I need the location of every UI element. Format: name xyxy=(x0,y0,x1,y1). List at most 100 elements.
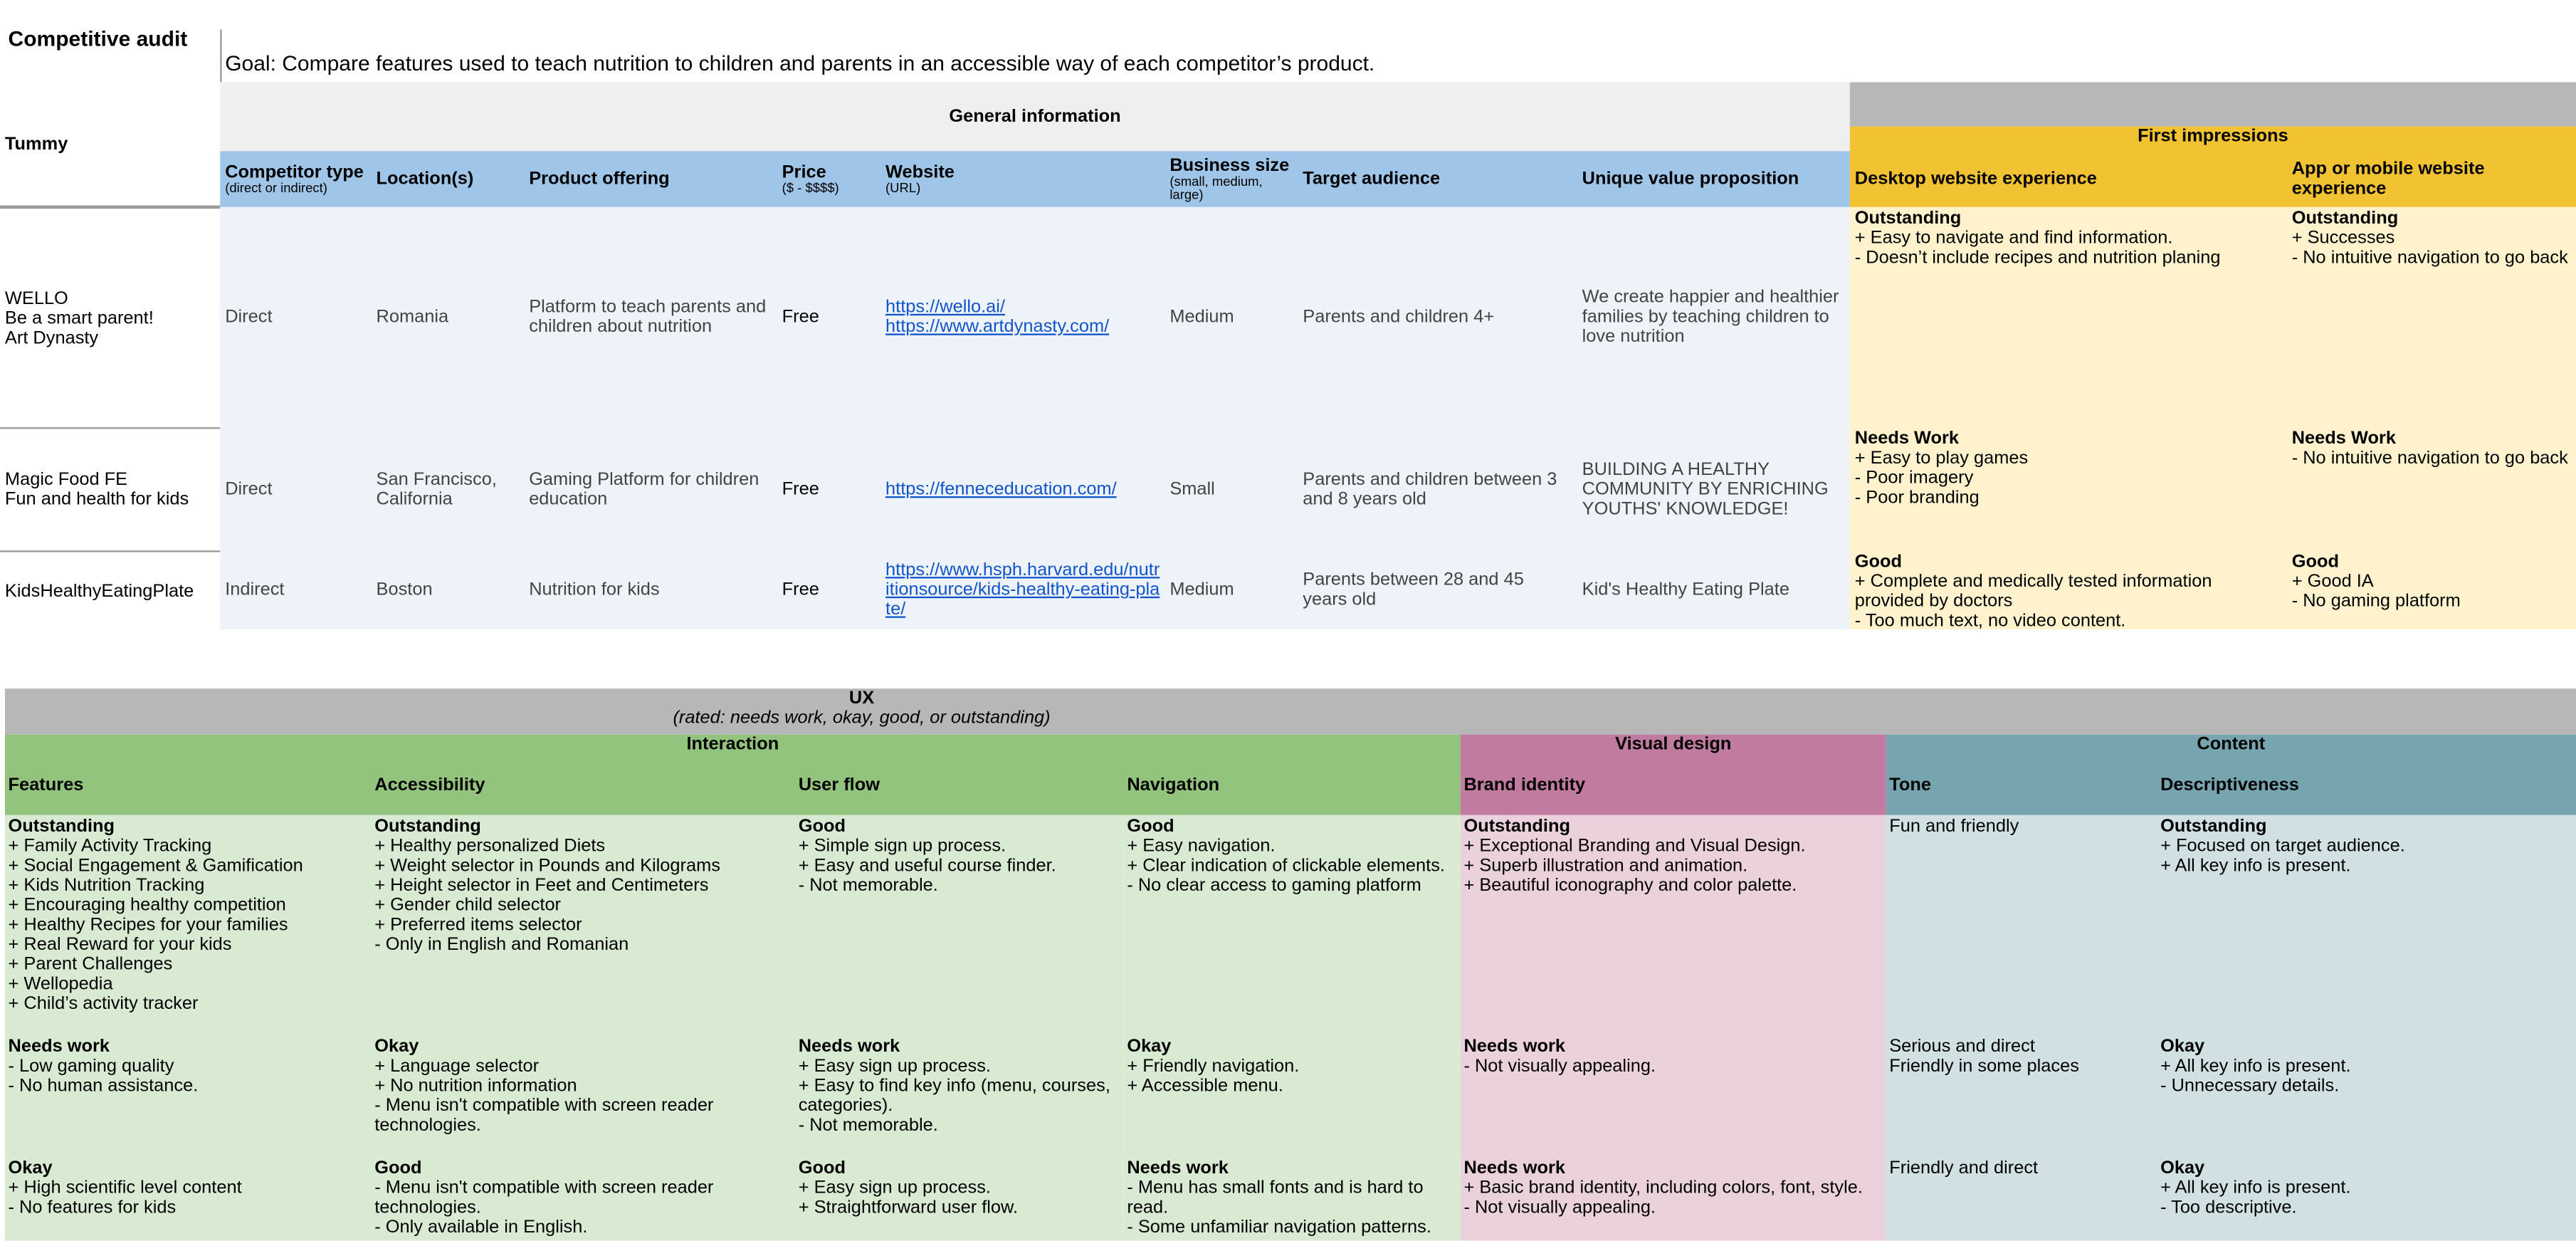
rating: Okay xyxy=(2160,1158,2205,1178)
cell-line: - No gaming platform xyxy=(2291,591,2461,612)
cell-text: BUILDING A HEALTHY COMMUNITY BY ENRICHIN… xyxy=(1582,459,1829,519)
data-cell: Medium xyxy=(1165,550,1298,629)
column-name: Tone xyxy=(1889,775,1932,796)
column-name: Desktop website experience xyxy=(1854,169,2097,189)
cell-line: + Easy to find key info (menu, courses, … xyxy=(798,1076,1110,1116)
group-header: Content xyxy=(1886,735,2576,756)
cell-text: Free xyxy=(782,580,819,600)
cell-line: + Kids Nutrition Tracking xyxy=(8,876,205,896)
impression-cell: Needs Work + Easy to play games - Poor ima… xyxy=(1850,427,2287,550)
cell-text: Nutrition for kids xyxy=(529,580,660,600)
data-cell: We create happier and healthier families… xyxy=(1577,207,1850,427)
column-note: ($ - $$$$) xyxy=(782,180,839,196)
rating: Good xyxy=(1854,552,1903,572)
column-name: Competitor type xyxy=(225,162,364,183)
cell-text: Parents and children 4+ xyxy=(1303,307,1495,328)
column-header: Descriptiveness xyxy=(2157,756,2576,815)
cell-text: Small xyxy=(1169,478,1215,499)
rating: Needs Work xyxy=(1854,429,1960,449)
website-link[interactable]: https://www.artdynasty.com/ xyxy=(885,317,1110,337)
column-header: Unique value proposition xyxy=(1577,151,1850,206)
rating: Good xyxy=(2291,552,2339,572)
data-cell: Free xyxy=(777,207,880,427)
cell-line: - Unnecessary details. xyxy=(2160,1076,2340,1096)
cell-text: Free xyxy=(782,478,819,499)
website-link[interactable]: https://wello.ai/ xyxy=(885,297,1005,318)
cell-line: + Accessible menu. xyxy=(1127,1076,1283,1096)
group-name: Interaction xyxy=(686,734,779,755)
column-name: Location(s) xyxy=(376,169,474,189)
group-header-band xyxy=(1886,734,2576,815)
data-cell: Direct xyxy=(220,207,371,427)
competitor-name: Fun and health for kids xyxy=(4,489,189,510)
section-band xyxy=(1849,82,2576,127)
column-note: (direct or indirect) xyxy=(225,180,327,196)
audit-title: Competitive audit xyxy=(8,26,188,51)
impression-cell: Outstanding + Successes - No intuitive nav… xyxy=(2287,207,2576,427)
rating: Outstanding xyxy=(374,817,481,837)
cell-line: + Language selector xyxy=(374,1057,540,1077)
competitor-cell: Magic Food FE Fun and health for kids xyxy=(0,427,221,550)
rating: Needs work xyxy=(1463,1158,1565,1178)
column-note: (small, medium, large) xyxy=(1169,174,1263,202)
cell-line: - Low gaming quality xyxy=(8,1057,174,1077)
cell-line: + Real Reward for your kids xyxy=(8,935,232,955)
cell-line: + Basic brand identity, including colors… xyxy=(1463,1178,1863,1198)
data-cell: Small xyxy=(1165,427,1298,550)
cell-text: Medium xyxy=(1169,307,1234,328)
data-cell: Platform to teach parents and children a… xyxy=(524,207,777,427)
cell-line: + Exceptional Branding and Visual Design… xyxy=(1463,836,1806,857)
header-row xyxy=(220,151,1850,207)
goal: Goal: Compare features used to teach nut… xyxy=(225,51,1375,76)
rating: Good xyxy=(374,1158,422,1178)
cell-line: Friendly in some places xyxy=(1889,1057,2079,1077)
rating: Needs work xyxy=(798,1037,900,1057)
cell-line: + High scientific level content xyxy=(8,1178,242,1198)
cell-line: - No features for kids xyxy=(8,1198,177,1218)
column-header: Features xyxy=(5,756,372,815)
cell-line: + Easy sign up process. xyxy=(798,1178,991,1198)
cell-line: - Menu has small fonts and is hard to re… xyxy=(1127,1178,1424,1218)
cell-line: + Beautiful iconography and color palett… xyxy=(1463,876,1797,896)
cell-line: + Healthy personalized Diets xyxy=(374,836,606,857)
cell-line: + Social Engagement & Gamification xyxy=(8,856,303,876)
ux-cell: Needs work - Menu has small fonts and is … xyxy=(1123,1156,1461,1241)
website-link[interactable]: https://www.hsph.harvard.edu/nutritionso… xyxy=(885,560,1160,620)
cell-line: - Menu isn't compatible with screen read… xyxy=(374,1178,714,1218)
cell-line: + Encouraging healthy competition xyxy=(8,895,286,916)
header-text: UX xyxy=(848,688,875,708)
column-header: User flow xyxy=(795,756,1124,815)
column-name: Website xyxy=(885,162,955,183)
cell-line: Fun and friendly xyxy=(1889,817,2019,837)
section-header: First impressions xyxy=(1850,127,2576,147)
ux-cell: Needs work + Basic brand identity, includ… xyxy=(1460,1156,1886,1241)
cell-text: San Francisco, California xyxy=(376,468,497,509)
ux-cell: Needs work - Not visually appealing. xyxy=(1460,1035,1886,1157)
cell-line: + Focused on target audience. xyxy=(2160,836,2405,857)
cell-line: + Good IA xyxy=(2291,572,2374,592)
cell-text: Platform to teach parents and children a… xyxy=(529,297,767,337)
data-cell: Boston xyxy=(372,550,525,629)
cell-line: + Successes xyxy=(2291,228,2395,248)
cell-line: - Menu isn't compatible with screen read… xyxy=(374,1096,714,1136)
cell-line: Serious and direct xyxy=(1889,1037,2035,1057)
data-cell: Romania xyxy=(372,207,525,427)
row-background xyxy=(220,206,1850,428)
column-header: Navigation xyxy=(1124,756,1461,815)
column-name: Target audience xyxy=(1303,169,1441,189)
cell-line: + Healthy Recipes for your families xyxy=(8,915,288,936)
cell-line: - No clear access to gaming platform xyxy=(1127,876,1421,896)
rating: Outstanding xyxy=(1463,817,1570,837)
rating: Good xyxy=(798,1158,846,1178)
cell-line: - Only available in English. xyxy=(374,1218,588,1237)
data-cell: Medium xyxy=(1165,207,1298,427)
website-link[interactable]: https://fenneceducation.com/ xyxy=(885,478,1117,499)
competitor-name: Magic Food FE xyxy=(4,470,128,490)
cell-line: + Clear indication of clickable elements… xyxy=(1127,856,1445,876)
cell-text: Parents between 28 and 45 years old xyxy=(1303,570,1524,610)
header-text: General information xyxy=(949,107,1121,127)
column-header: Target audience xyxy=(1298,151,1577,206)
competitor-name: Art Dynasty xyxy=(4,328,99,348)
column-name: User flow xyxy=(798,775,880,796)
ux-cell: Good + Easy sign up process. + Straightfor… xyxy=(795,1156,1124,1241)
